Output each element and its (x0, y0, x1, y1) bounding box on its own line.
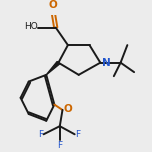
Polygon shape (46, 61, 60, 75)
Text: F: F (57, 141, 62, 150)
Text: HO: HO (24, 22, 38, 31)
Text: F: F (75, 130, 80, 139)
Text: O: O (64, 104, 73, 114)
Text: O: O (49, 0, 57, 10)
Text: N: N (102, 58, 111, 68)
Text: F: F (38, 130, 43, 139)
